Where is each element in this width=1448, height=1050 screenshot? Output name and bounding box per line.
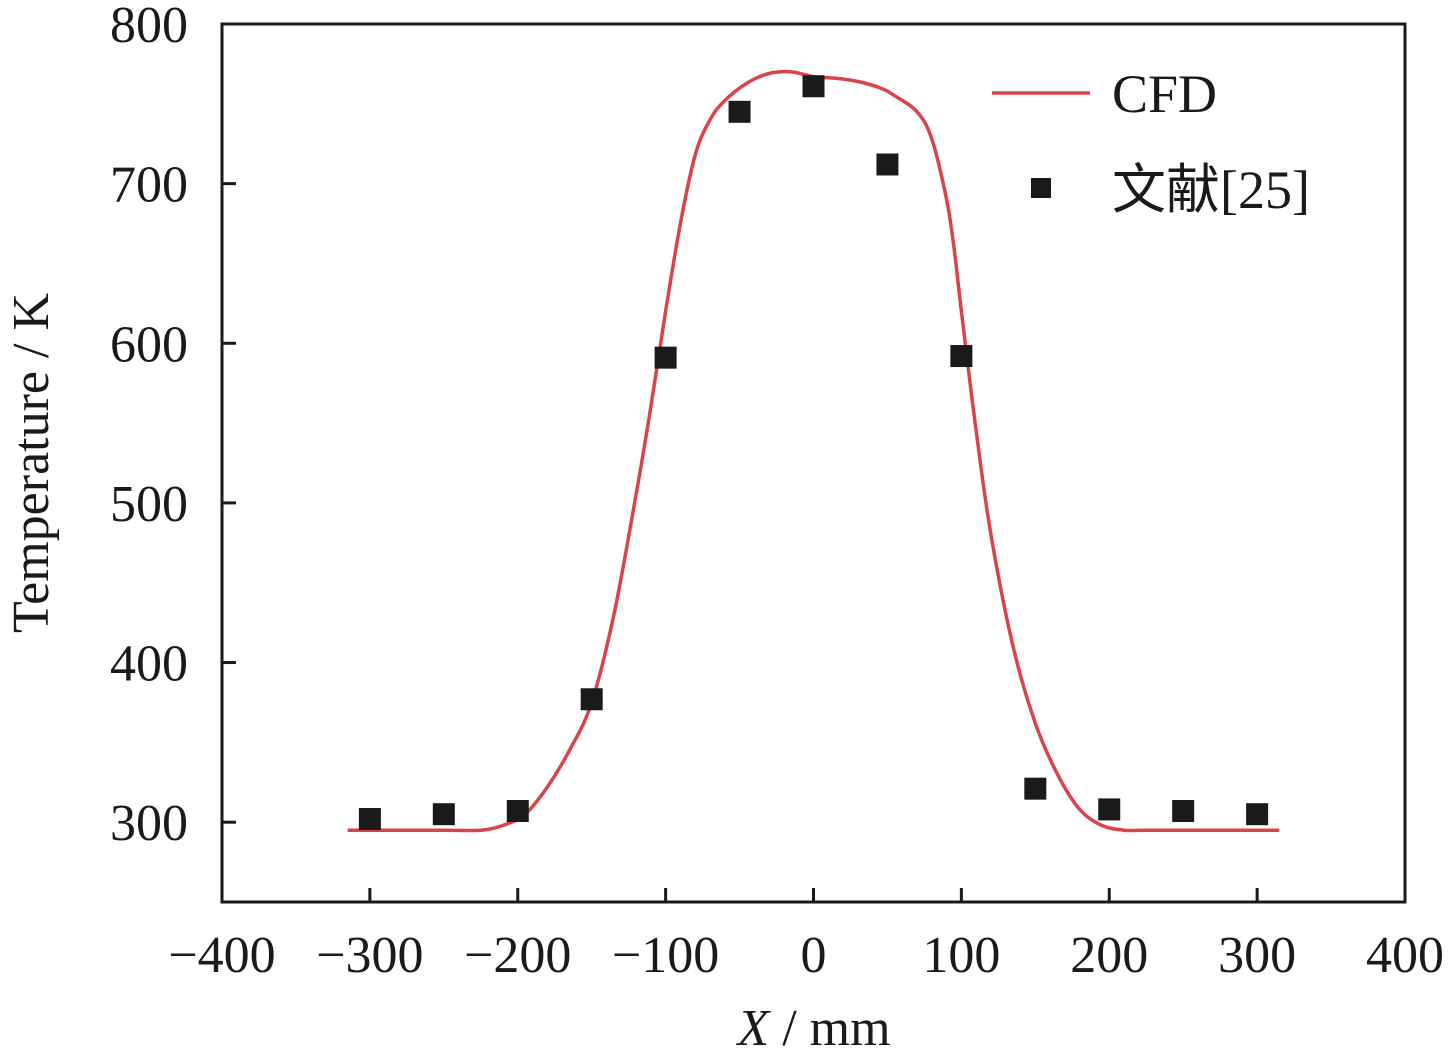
x-tick-label: −200 xyxy=(464,927,571,984)
reference-data-point xyxy=(358,807,381,830)
x-tick-label: −300 xyxy=(316,927,423,984)
y-tick-label: 800 xyxy=(110,0,188,54)
reference-data-point xyxy=(1172,800,1195,823)
reference-data-point xyxy=(432,803,455,826)
x-axis-title: X / mm xyxy=(735,1000,890,1050)
x-tick-label: 100 xyxy=(922,927,1000,984)
reference-data-point xyxy=(1024,777,1047,800)
x-tick-label: 400 xyxy=(1366,927,1444,984)
y-tick-label: 500 xyxy=(110,476,188,533)
reference-data-point xyxy=(876,153,899,176)
legend-reference-label: 文献[25] xyxy=(1112,160,1310,220)
plot-frame xyxy=(220,22,1407,904)
y-axis-title: Temperature / K xyxy=(3,293,60,633)
legend-reference-swatch xyxy=(1031,178,1051,198)
reference-data-point xyxy=(802,75,825,98)
series-layer xyxy=(347,69,1280,833)
reference-data-point xyxy=(950,345,973,368)
reference-data-point xyxy=(728,100,751,123)
y-axis-ticks: 300 400 500 600 700 800 xyxy=(110,0,236,852)
reference-data-point xyxy=(506,800,529,823)
legend: CFD 文献[25] xyxy=(992,64,1310,220)
reference-data-point xyxy=(654,346,677,369)
x-tick-label: −400 xyxy=(168,927,275,984)
y-tick-label: 400 xyxy=(110,636,188,693)
reference-data-point xyxy=(1246,803,1269,826)
x-tick-label: 300 xyxy=(1218,927,1296,984)
legend-cfd-label: CFD xyxy=(1112,64,1217,124)
y-tick-label: 700 xyxy=(110,157,188,214)
x-tick-label: 0 xyxy=(801,927,827,984)
x-tick-label: 200 xyxy=(1070,927,1148,984)
x-axis-title-variable: X xyxy=(735,1000,771,1050)
x-tick-label: −100 xyxy=(612,927,719,984)
y-tick-label: 600 xyxy=(110,316,188,373)
x-axis-ticks: −400 −300 −200 −100 0 100 200 300 400 xyxy=(168,888,1444,984)
y-tick-label: 300 xyxy=(110,795,188,852)
x-axis-title-unit: / mm xyxy=(769,1000,890,1050)
reference-data-point xyxy=(1098,798,1121,821)
reference-data-point xyxy=(580,688,603,711)
